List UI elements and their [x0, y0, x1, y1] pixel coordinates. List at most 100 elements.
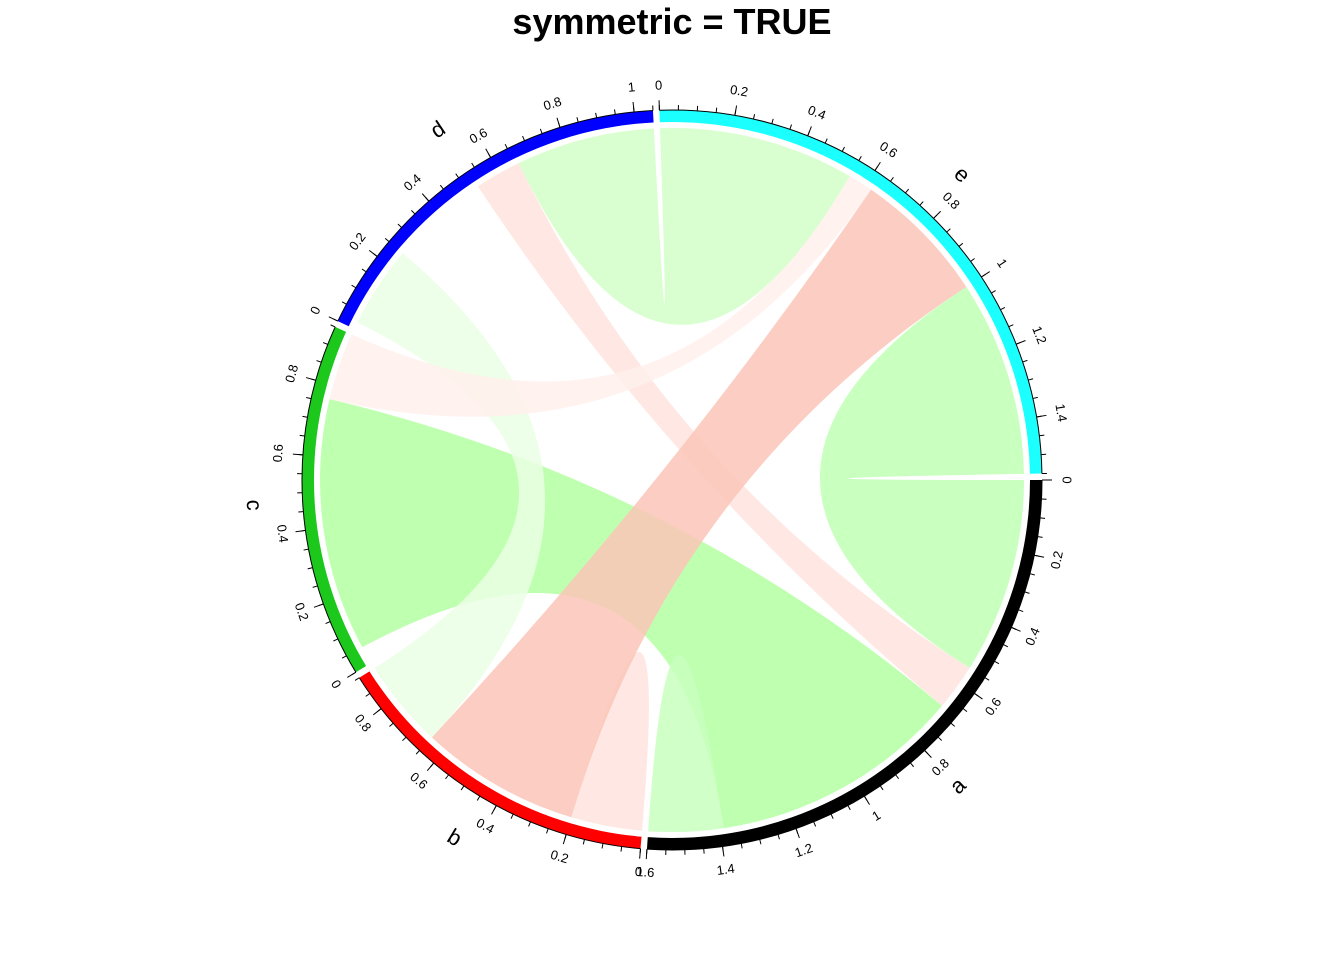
axis-line-e	[659, 109, 1043, 474]
sector-track-c	[302, 326, 367, 673]
sector-track-layer	[302, 109, 1042, 850]
tick-label-e: 0	[655, 78, 663, 93]
major-tick	[295, 529, 306, 533]
tick-label-a: 0.2	[1048, 550, 1066, 571]
link-b-e-5	[431, 189, 967, 818]
minor-tick	[970, 258, 975, 262]
tick-label-b: 0.4	[474, 815, 497, 837]
minor-tick	[546, 828, 549, 834]
minor-tick	[1000, 306, 1006, 311]
minor-tick	[1028, 378, 1034, 381]
minor-tick	[539, 128, 543, 134]
minor-tick	[614, 109, 616, 115]
minor-tick	[1018, 609, 1024, 613]
tick-label-d: 0.8	[542, 94, 564, 114]
minor-tick	[777, 834, 780, 840]
minor-tick	[333, 638, 339, 642]
minor-tick	[919, 201, 924, 206]
major-tick	[485, 148, 492, 158]
minor-tick	[1024, 591, 1030, 594]
major-tick	[863, 795, 870, 805]
minor-tick	[522, 135, 525, 141]
minor-tick	[601, 843, 604, 849]
sector-label-c: c	[242, 499, 268, 511]
tick-label-a: 1.2	[793, 840, 815, 860]
major-tick	[981, 271, 990, 278]
minor-tick	[439, 184, 444, 190]
axis-line-d	[337, 109, 653, 322]
major-tick	[313, 603, 324, 608]
minor-tick	[595, 112, 598, 118]
major-tick	[632, 101, 635, 113]
tick-label-c: 0.2	[292, 601, 312, 623]
minor-tick	[759, 839, 762, 845]
minor-tick	[476, 795, 481, 801]
links-layer	[320, 127, 1024, 833]
minor-tick	[299, 434, 305, 437]
minor-tick	[504, 143, 508, 149]
major-tick	[421, 193, 430, 202]
major-tick	[722, 846, 725, 857]
minor-tick	[471, 162, 475, 168]
tick-label-d: 0.6	[467, 125, 490, 147]
tick-label-d: 0.4	[401, 171, 424, 194]
axis-line-a	[646, 479, 1043, 851]
tick-label-c: 0.4	[274, 524, 291, 544]
minor-tick	[895, 774, 900, 780]
minor-tick	[576, 117, 579, 123]
minor-tick	[905, 188, 910, 194]
tick-label-c: 0	[328, 677, 345, 691]
minor-tick	[946, 228, 951, 233]
minor-tick	[528, 821, 531, 827]
tick-label-a: 0.8	[929, 755, 952, 778]
minor-tick	[445, 774, 449, 780]
major-tick	[639, 848, 641, 859]
link-d-e-8	[518, 127, 850, 325]
minor-tick	[397, 223, 402, 228]
major-tick	[368, 249, 378, 257]
major-tick	[491, 805, 497, 815]
minor-tick	[879, 785, 884, 791]
minor-tick	[789, 124, 793, 130]
major-tick	[645, 849, 648, 860]
tick-label-e: 1.4	[1052, 403, 1070, 423]
minor-tick	[950, 722, 956, 727]
minor-tick	[910, 762, 915, 768]
major-tick	[372, 708, 382, 716]
major-tick	[807, 126, 812, 136]
minor-tick	[830, 813, 834, 819]
tick-label-a: 1	[869, 807, 883, 824]
minor-tick	[402, 736, 407, 742]
minor-tick	[984, 677, 990, 681]
major-tick	[924, 750, 932, 758]
tick-label-a: 0.6	[982, 695, 1005, 718]
major-tick	[1011, 626, 1021, 632]
minor-tick	[958, 242, 964, 247]
tick-label-b: 0.2	[549, 847, 571, 867]
major-tick	[933, 210, 942, 219]
minor-tick	[354, 677, 360, 681]
minor-tick	[351, 284, 357, 289]
link-b-d-6	[357, 253, 546, 738]
minor-tick	[322, 342, 328, 345]
major-tick	[795, 828, 800, 839]
minor-tick	[389, 722, 394, 727]
minor-tick	[361, 268, 367, 273]
minor-tick	[858, 156, 862, 161]
link-b-b-4	[571, 651, 649, 831]
major-tick	[328, 316, 339, 322]
sector-label-d: d	[426, 116, 450, 144]
tick-label-c: 0.6	[270, 444, 286, 463]
tick-label-a: 1.4	[716, 861, 736, 878]
tick-label-c: 0.8	[282, 363, 301, 384]
major-tick	[1015, 340, 1026, 345]
major-tick	[426, 762, 435, 772]
minor-tick	[1040, 517, 1046, 519]
major-tick	[1036, 414, 1047, 418]
minor-tick	[771, 118, 774, 124]
sector-label-e: e	[949, 161, 975, 188]
minor-tick	[341, 301, 347, 305]
tick-label-e: 0.6	[877, 138, 900, 160]
tick-label-b: 0	[634, 864, 642, 880]
minor-tick	[813, 821, 817, 827]
